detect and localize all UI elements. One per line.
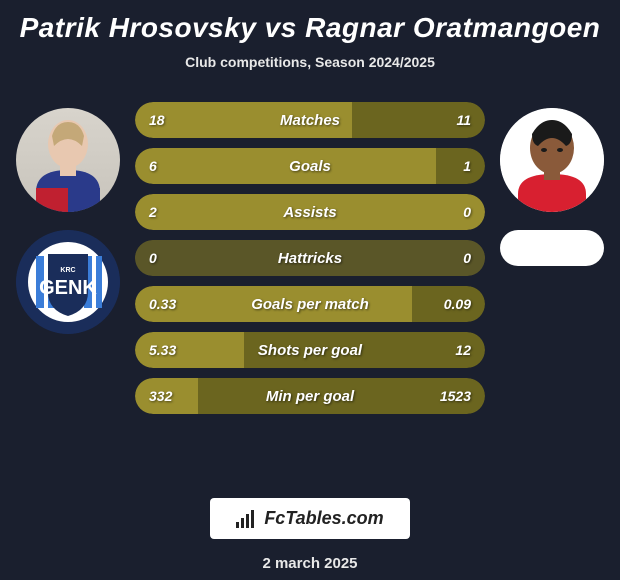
- player1-silhouette-icon: [16, 108, 120, 212]
- date-text: 2 march 2025: [262, 555, 357, 572]
- stat-value-right: 1: [431, 158, 471, 174]
- stat-value-left: 332: [149, 388, 189, 404]
- stat-value-left: 0.33: [149, 296, 189, 312]
- stat-content: 0.33 Goals per match 0.09: [135, 286, 485, 322]
- page-subtitle: Club competitions, Season 2024/2025: [185, 54, 435, 70]
- stat-value-right: 0.09: [431, 296, 471, 312]
- player2-silhouette-icon: [500, 108, 604, 212]
- stat-content: 2 Assists 0: [135, 194, 485, 230]
- stats-column: 18Matches116Goals12Assists00Hattricks00.…: [135, 100, 485, 414]
- player2-club-badge: [500, 230, 604, 266]
- player1-avatar: [16, 108, 120, 212]
- stat-value-left: 6: [149, 158, 189, 174]
- stat-row: 5.33 Shots per goal 12: [135, 332, 485, 368]
- stat-content: 18 Matches 11: [135, 102, 485, 138]
- stat-row: 0 Hattricks 0: [135, 240, 485, 276]
- stat-label: Hattricks: [278, 250, 342, 267]
- stat-row: 332 Min per goal 1523: [135, 378, 485, 414]
- stat-value-right: 0: [431, 204, 471, 220]
- left-column: GENK KRC: [13, 100, 123, 334]
- footer: FcTables.com 2 march 2025: [210, 498, 409, 572]
- right-column: [497, 100, 607, 266]
- stat-value-left: 5.33: [149, 342, 189, 358]
- stat-value-left: 2: [149, 204, 189, 220]
- stat-label: Assists: [283, 204, 336, 221]
- stat-value-left: 0: [149, 250, 189, 266]
- player2-avatar: [500, 108, 604, 212]
- stat-content: 6 Goals 1: [135, 148, 485, 184]
- stat-value-left: 18: [149, 112, 189, 128]
- stat-content: 0 Hattricks 0: [135, 240, 485, 276]
- chart-icon: [236, 510, 258, 528]
- svg-text:KRC: KRC: [60, 267, 75, 274]
- stat-label: Goals: [289, 158, 331, 175]
- main-row: GENK KRC 18Matches116Goals12Assists00Hat…: [8, 100, 612, 490]
- stat-label: Min per goal: [266, 388, 354, 405]
- page-title: Patrik Hrosovsky vs Ragnar Oratmangoen: [20, 12, 601, 44]
- stat-value-right: 0: [431, 250, 471, 266]
- brand-text: FcTables.com: [264, 508, 383, 529]
- stat-value-right: 11: [431, 112, 471, 128]
- stat-value-right: 12: [431, 342, 471, 358]
- stat-row: 6 Goals 1: [135, 148, 485, 184]
- comparison-card: Patrik Hrosovsky vs Ragnar Oratmangoen C…: [0, 0, 620, 580]
- brand-logo: FcTables.com: [210, 498, 409, 539]
- stat-label: Shots per goal: [258, 342, 362, 359]
- stat-value-right: 1523: [431, 388, 471, 404]
- stat-row: 0.33 Goals per match 0.09: [135, 286, 485, 322]
- stat-label: Goals per match: [251, 296, 369, 313]
- stat-row: 18 Matches 11: [135, 102, 485, 138]
- stat-row: 2 Assists 0: [135, 194, 485, 230]
- genk-badge-icon: GENK KRC: [16, 230, 120, 334]
- stat-content: 332 Min per goal 1523: [135, 378, 485, 414]
- stat-label: Matches: [280, 112, 340, 129]
- stat-content: 5.33 Shots per goal 12: [135, 332, 485, 368]
- svg-text:GENK: GENK: [39, 277, 97, 299]
- player1-club-badge: GENK KRC: [16, 230, 120, 334]
